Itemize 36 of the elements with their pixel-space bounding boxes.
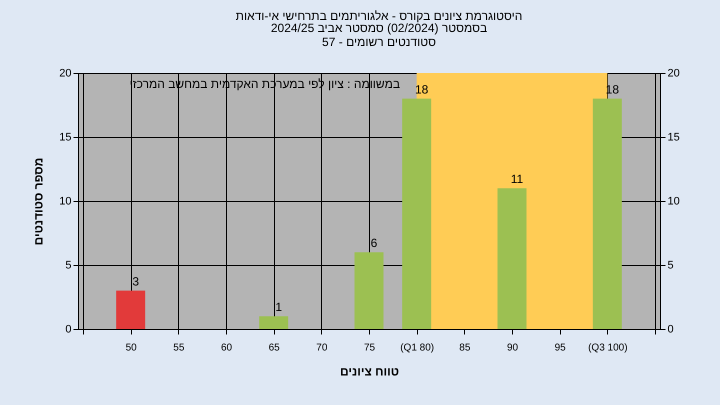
bar	[592, 98, 622, 329]
x-tick-label: 90	[506, 342, 518, 354]
x-tick-label: 50	[126, 342, 138, 354]
data-label: 11	[510, 172, 524, 186]
x-tick-label: (Q1 80)	[400, 342, 434, 354]
y-tick-label: 15	[59, 132, 72, 144]
y2-tick-label: 10	[668, 196, 680, 208]
data-label: 6	[370, 236, 378, 250]
x-axis-title: טווח ציונים	[340, 364, 399, 378]
data-label: 18	[414, 82, 429, 97]
x-tick-label: (Q3 100)	[588, 342, 628, 354]
x-tick-label: 85	[459, 342, 471, 354]
y2-tick-label: 20	[668, 68, 680, 80]
y-tick-label: 20	[59, 68, 72, 80]
x-tick-label: 55	[173, 342, 185, 354]
y-tick-label: 10	[59, 196, 72, 208]
chart-title: היסטוגרמת ציונים בקורס - אלגוריתמים בתרחישי אי-ודאות	[236, 9, 522, 23]
x-tick-label: 75	[364, 342, 376, 354]
data-label: 3	[132, 274, 140, 289]
y2-tick-label: 15	[668, 132, 680, 144]
y-axis-title: מספר סטודנטים	[31, 158, 46, 246]
x-tick-label: 65	[268, 342, 280, 354]
chart-subtitle: בסמסטר (02/2024) סמסטר אביב 2024/25 סטודנטים רשומים - 57	[270, 21, 488, 49]
bar	[116, 290, 146, 329]
x-tick-label: 70	[316, 342, 328, 354]
x-tick-label: 60	[220, 342, 232, 354]
bar	[402, 98, 432, 329]
bar	[498, 188, 526, 329]
bar	[259, 316, 288, 329]
data-label: 1	[275, 300, 282, 314]
y-tick-label: 0	[65, 324, 72, 336]
y2-tick-label: 0	[668, 324, 674, 336]
x-tick-label: 95	[554, 342, 566, 354]
y-tick-label: 5	[65, 260, 72, 272]
y2-tick-label: 5	[668, 260, 674, 272]
bar	[354, 252, 384, 329]
